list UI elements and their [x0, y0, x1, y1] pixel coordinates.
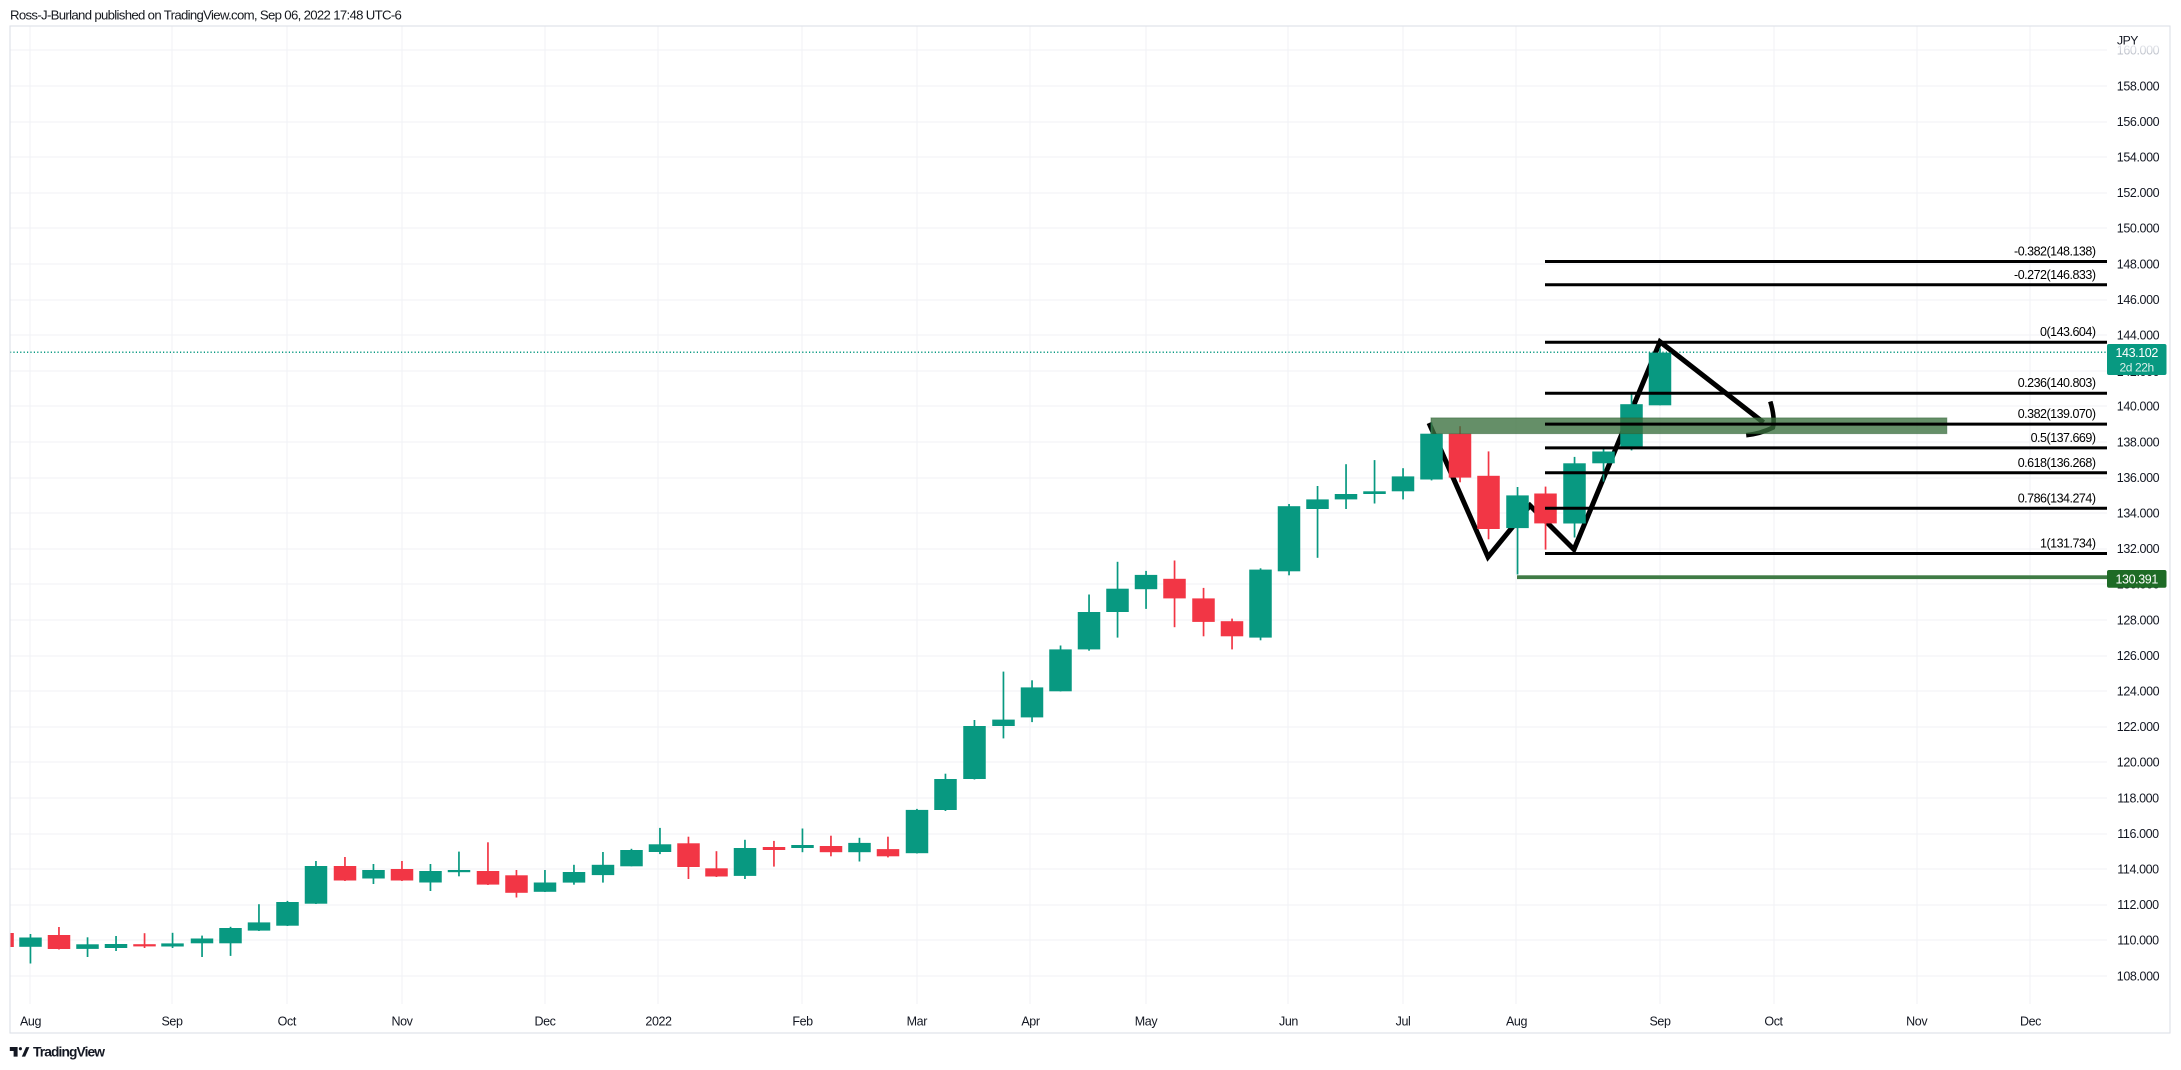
svg-text:Oct: Oct	[1764, 1014, 1783, 1028]
svg-text:116.000: 116.000	[2117, 827, 2159, 841]
svg-text:143.102: 143.102	[2116, 346, 2159, 360]
svg-text:Sep: Sep	[161, 1014, 182, 1028]
svg-text:114.000: 114.000	[2117, 863, 2159, 877]
svg-text:140.000: 140.000	[2117, 400, 2160, 414]
svg-text:Nov: Nov	[391, 1014, 413, 1028]
svg-text:Jul: Jul	[1396, 1014, 1411, 1028]
svg-text:124.000: 124.000	[2117, 685, 2160, 699]
svg-text:144.000: 144.000	[2117, 329, 2160, 343]
svg-text:154.000: 154.000	[2117, 151, 2160, 165]
svg-text:Aug: Aug	[20, 1014, 41, 1028]
svg-text:158.000: 158.000	[2117, 79, 2160, 93]
svg-text:136.000: 136.000	[2117, 471, 2160, 485]
svg-text:2022: 2022	[645, 1014, 672, 1028]
svg-text:Aug: Aug	[1506, 1014, 1527, 1028]
svg-text:0.786(134.274): 0.786(134.274)	[2018, 491, 2096, 505]
svg-text:0.618(136.268): 0.618(136.268)	[2018, 456, 2096, 470]
svg-text:Feb: Feb	[792, 1014, 813, 1028]
svg-text:Apr: Apr	[1021, 1014, 1039, 1028]
svg-text:Ross-J-Burland published on Tr: Ross-J-Burland published on TradingView.…	[10, 7, 402, 22]
svg-text:150.000: 150.000	[2117, 222, 2160, 236]
svg-text:0.5(137.669): 0.5(137.669)	[2031, 431, 2096, 445]
svg-text:-0.272(146.833): -0.272(146.833)	[2014, 268, 2096, 282]
svg-text:2d 22h: 2d 22h	[2120, 361, 2154, 375]
svg-text:-0.382(148.138): -0.382(148.138)	[2014, 245, 2096, 259]
svg-text:126.000: 126.000	[2117, 649, 2160, 663]
svg-text:108.000: 108.000	[2117, 969, 2160, 983]
svg-text:156.000: 156.000	[2117, 115, 2160, 129]
svg-text:128.000: 128.000	[2117, 613, 2160, 627]
svg-text:146.000: 146.000	[2117, 293, 2160, 307]
svg-text:1(131.734): 1(131.734)	[2040, 537, 2096, 551]
svg-text:May: May	[1135, 1014, 1159, 1028]
svg-text:122.000: 122.000	[2117, 720, 2160, 734]
svg-text:160.000: 160.000	[2117, 44, 2160, 58]
svg-text:JPY: JPY	[2117, 34, 2138, 48]
svg-text:132.000: 132.000	[2117, 542, 2160, 556]
svg-text:148.000: 148.000	[2117, 257, 2160, 271]
svg-text:Jun: Jun	[1279, 1014, 1298, 1028]
svg-text:0.236(140.803): 0.236(140.803)	[2018, 376, 2096, 390]
svg-text:0(143.604): 0(143.604)	[2040, 325, 2096, 339]
svg-text:134.000: 134.000	[2117, 507, 2160, 521]
svg-text:130.391: 130.391	[2116, 573, 2159, 587]
svg-text:120.000: 120.000	[2117, 756, 2160, 770]
svg-text:Sep: Sep	[1649, 1014, 1670, 1028]
svg-text:Dec: Dec	[534, 1014, 555, 1028]
svg-text:152.000: 152.000	[2117, 186, 2160, 200]
svg-text:Mar: Mar	[907, 1014, 928, 1028]
svg-text:Oct: Oct	[278, 1014, 297, 1028]
svg-text:Dec: Dec	[2020, 1014, 2041, 1028]
svg-text:118.000: 118.000	[2117, 791, 2159, 805]
svg-text:110.000: 110.000	[2117, 934, 2159, 948]
svg-text:0.382(139.070): 0.382(139.070)	[2018, 407, 2096, 421]
svg-text:TradingView: TradingView	[33, 1044, 105, 1059]
svg-text:112.000: 112.000	[2117, 898, 2159, 912]
svg-text:138.000: 138.000	[2117, 435, 2160, 449]
svg-text:Nov: Nov	[1906, 1014, 1928, 1028]
